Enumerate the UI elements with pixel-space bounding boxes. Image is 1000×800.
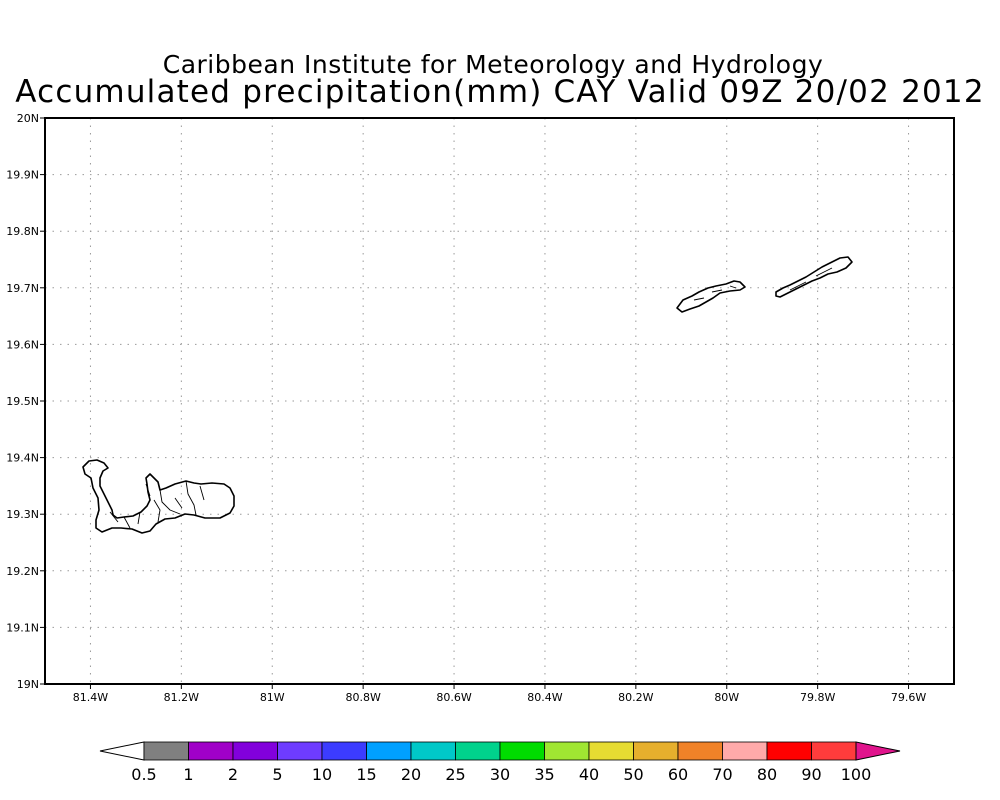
chart-subtitle: Accumulated precipitation(mm) CAY Valid …	[15, 74, 985, 110]
colorbar-label: 90	[801, 765, 821, 784]
island-little-cayman	[676, 280, 746, 313]
colorbar-label: 40	[579, 765, 599, 784]
colorbar-label: 20	[401, 765, 421, 784]
y-tick-label: 19.7N	[6, 282, 39, 295]
colorbar-label: 100	[841, 765, 872, 784]
land-outlines	[82, 256, 853, 534]
x-tick-label: 80.4W	[527, 691, 562, 704]
y-tick-label: 19.6N	[6, 338, 39, 351]
island-cayman-brac	[775, 256, 853, 298]
colorbar-bin	[455, 741, 501, 761]
y-tick-label: 19.3N	[6, 508, 39, 521]
colorbar-bin	[544, 741, 590, 761]
colorbar-bin	[588, 741, 634, 761]
colorbar-bin	[811, 741, 857, 761]
axis-ticks: 81.4W 81.2W 81W 80.8W 80.6W 80.4W 80.2W 80W 79.8…	[6, 112, 926, 704]
y-tick-label: 19.1N	[6, 621, 39, 634]
colorbar-bin	[499, 741, 545, 761]
x-tick-label: 80.8W	[345, 691, 380, 704]
colorbar-bin	[366, 741, 412, 761]
grand-cayman-inner-lines	[109, 480, 205, 529]
colorbar-bin	[410, 741, 456, 761]
colorbar-label: 5	[272, 765, 282, 784]
y-tick-label: 19.5N	[6, 395, 39, 408]
x-tick-label: 79.6W	[891, 691, 926, 704]
y-tick-label: 19.2N	[6, 565, 39, 578]
colorbar-bin	[188, 741, 234, 761]
y-tick-label: 19.4N	[6, 452, 39, 465]
colorbar-label: 30	[490, 765, 510, 784]
colorbar-label: 2	[228, 765, 238, 784]
colorbar-label: 15	[356, 765, 376, 784]
colorbar-label: 60	[668, 765, 688, 784]
colorbar-bin	[677, 741, 723, 761]
colorbar-label: 0.5	[131, 765, 156, 784]
colorbar-bin	[232, 741, 278, 761]
x-tick-label: 80.6W	[436, 691, 471, 704]
chart-title: Caribbean Institute for Meteorology and …	[162, 50, 824, 79]
colorbar-bin	[277, 741, 323, 761]
x-tick-label: 81.2W	[164, 691, 199, 704]
colorbar-label: 50	[623, 765, 643, 784]
x-tick-label: 80.2W	[618, 691, 653, 704]
colorbar-low-arrow	[99, 741, 145, 761]
little-cayman-inner-lines	[693, 285, 737, 301]
colorbar-label: 10	[312, 765, 332, 784]
colorbar-bin	[633, 741, 679, 761]
y-tick-label: 19.8N	[6, 225, 39, 238]
colorbar-bin	[321, 741, 367, 761]
y-tick-label: 19.9N	[6, 169, 39, 182]
colorbar-bin	[766, 741, 812, 761]
x-tick-label: 79.8W	[800, 691, 835, 704]
colorbar-bin	[722, 741, 768, 761]
colorbar-label: 80	[757, 765, 777, 784]
cayman-brac-inner-lines	[789, 267, 833, 291]
x-tick-label: 80W	[714, 691, 739, 704]
colorbar-label: 25	[445, 765, 465, 784]
colorbar-bin	[143, 741, 189, 761]
x-tick-label: 81.4W	[73, 691, 108, 704]
colorbar-label: 70	[712, 765, 732, 784]
island-grand-cayman	[82, 459, 235, 534]
y-tick-label: 19N	[17, 678, 39, 691]
x-tick-label: 81W	[260, 691, 285, 704]
colorbar-label: 35	[534, 765, 554, 784]
map-grid	[45, 118, 954, 684]
y-tick-label: 20N	[17, 112, 39, 125]
colorbar-high-arrow	[855, 741, 901, 761]
colorbar-label: 1	[183, 765, 193, 784]
colorbar: 0.5 1 2 5 10 15 20 25 30 35 40 50 60 70 80 90 100	[99, 741, 901, 784]
